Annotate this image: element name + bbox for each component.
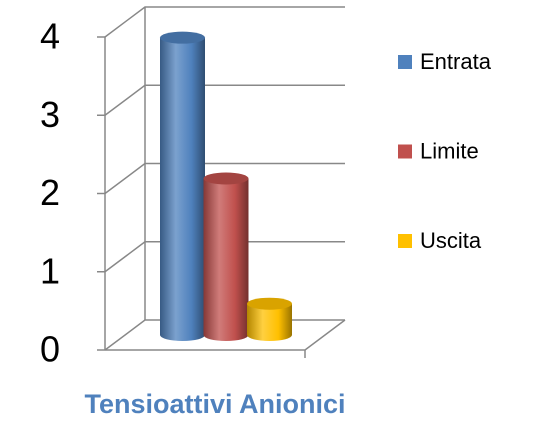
- legend-swatch: [398, 55, 412, 69]
- y-tick-label: 0: [40, 329, 60, 370]
- bar-top: [203, 172, 249, 185]
- legend-label: Entrata: [420, 49, 492, 74]
- bar-top: [247, 297, 292, 310]
- y-tick-label: 1: [40, 250, 60, 291]
- bar: [160, 37, 205, 342]
- grid-line: [104, 6, 345, 38]
- bar: [247, 303, 292, 341]
- legend-label: Uscita: [420, 228, 482, 253]
- bar: [203, 178, 249, 341]
- y-tick-label: 2: [40, 172, 60, 213]
- bar-top: [160, 31, 205, 44]
- legend-swatch: [398, 234, 412, 248]
- legend-swatch: [398, 144, 412, 159]
- grid-line: [104, 84, 345, 116]
- category-label: Tensioattivi Anionici: [84, 389, 345, 419]
- y-tick-label: 4: [40, 16, 60, 57]
- legend-label: Limite: [420, 138, 479, 163]
- y-tick-label: 3: [40, 94, 60, 135]
